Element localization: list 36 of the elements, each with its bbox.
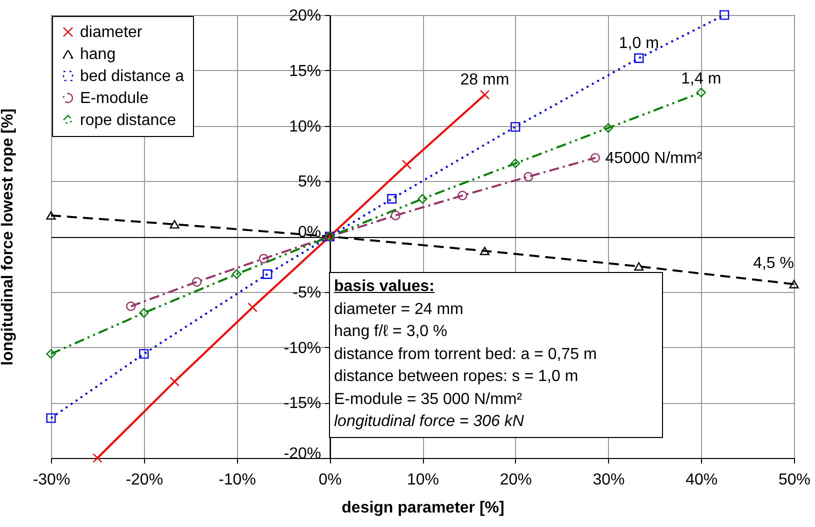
y-tick-label: -15% [284, 395, 322, 412]
legend-label: hang [80, 46, 116, 63]
x-tick-label: -30% [32, 472, 70, 488]
annotation: E-module = 35 000 N/mm² [334, 390, 524, 410]
legend-label: diameter [80, 24, 143, 41]
y-tick-label: 0% [298, 224, 322, 241]
annotation: 28 mm [460, 72, 510, 89]
annotation: basis values: [334, 277, 436, 297]
legend-label: bed distance a [80, 68, 184, 85]
annotation: diameter = 24 mm [334, 300, 464, 320]
y-tick-label: 10% [289, 118, 322, 136]
y-tick-label: -5% [292, 284, 322, 302]
annotation: longitudinal force = 306 kN [334, 412, 525, 432]
x-tick-label: -10% [218, 472, 256, 488]
legend-label: rope distance [80, 112, 176, 129]
x-tick-label: 0% [318, 472, 342, 488]
annotation: 1,0 m [618, 35, 659, 52]
y-axis-title: longitudinal force lowest rope [%] [0, 108, 16, 366]
annotation: 1,4 m [681, 70, 722, 88]
y-tick-label: 5% [298, 174, 322, 191]
y-tick-label: 20% [289, 8, 322, 24]
x-tick-label: 50% [778, 472, 811, 488]
annotation: 45000 N/mm² [605, 150, 703, 167]
x-axis-title: design parameter [%] [342, 500, 504, 516]
y-tick-label: -10% [284, 340, 322, 357]
x-tick-label: 10% [406, 472, 440, 488]
x-tick-label: 40% [686, 472, 718, 488]
x-tick-label: -20% [126, 472, 164, 488]
annotation: hang f/ℓ = 3,0 % [334, 322, 448, 342]
annotation: 4,5 % [753, 255, 794, 272]
x-tick-label: 30% [592, 472, 625, 488]
x-tick-label: 20% [500, 472, 532, 488]
legend-label: E-module [80, 90, 149, 107]
annotation: distance from torrent bed: a = 0,75 m [334, 344, 598, 364]
y-tick-label: 15% [289, 62, 322, 80]
annotation: distance between ropes: s = 1,0 m [334, 367, 580, 387]
